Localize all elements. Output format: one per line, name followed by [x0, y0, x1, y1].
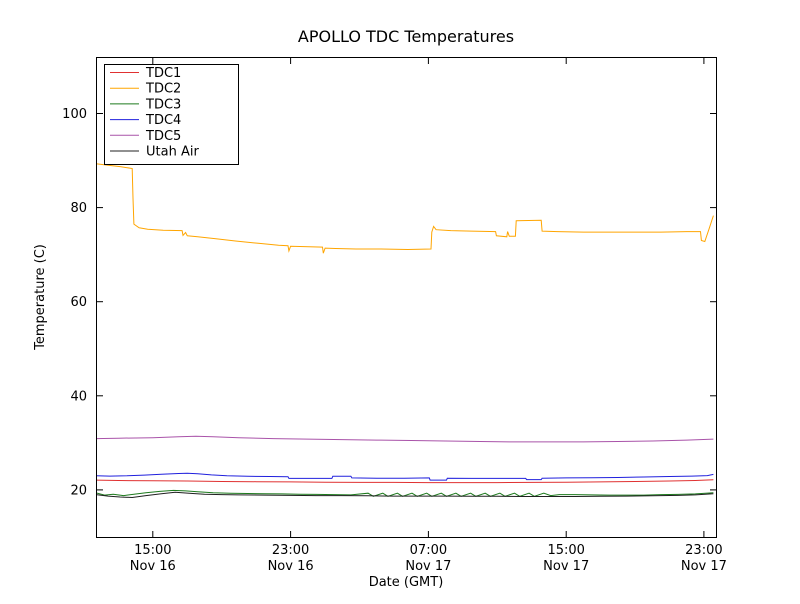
x-tick-label-date: Nov 16 — [130, 559, 176, 574]
y-axis-label: Temperature (C) — [33, 244, 48, 351]
legend-label-tdc5: TDC5 — [145, 129, 181, 144]
x-tick-label-time: 23:00 — [685, 543, 722, 558]
legend-label-utah-air: Utah Air — [146, 145, 199, 160]
legend-box — [104, 64, 239, 165]
x-tick-label-date: Nov 17 — [543, 559, 589, 574]
legend-label-tdc2: TDC2 — [145, 82, 181, 97]
y-tick-label: 80 — [70, 201, 87, 216]
y-tick-label: 100 — [62, 107, 87, 122]
series-line-tdc3 — [96, 489, 714, 497]
series-line-tdc1 — [96, 479, 714, 484]
series-group — [96, 163, 714, 499]
x-axis-label: Date (GMT) — [369, 575, 444, 590]
x-tick-label-date: Nov 17 — [681, 559, 727, 574]
legend-label-tdc4: TDC4 — [145, 113, 181, 128]
x-tick-label-date: Nov 16 — [268, 559, 314, 574]
x-tick-label-date: Nov 17 — [405, 559, 451, 574]
x-tick-label-time: 15:00 — [134, 543, 171, 558]
series-line-tdc4 — [96, 472, 714, 481]
series-line-tdc5 — [96, 435, 714, 443]
series-line-tdc2 — [96, 163, 714, 254]
legend-label-tdc1: TDC1 — [145, 66, 181, 81]
x-tick-label-time: 07:00 — [410, 543, 447, 558]
x-tick-label-time: 23:00 — [272, 543, 309, 558]
x-tick-label-time: 15:00 — [547, 543, 584, 558]
legend-label-tdc3: TDC3 — [145, 97, 181, 112]
series-line-utah-air — [96, 491, 714, 499]
y-tick-label: 40 — [70, 389, 87, 404]
y-tick-label: 20 — [70, 483, 87, 498]
y-tick-label: 60 — [70, 295, 87, 310]
chart-title: APOLLO TDC Temperatures — [298, 27, 514, 46]
plot-frame — [96, 57, 717, 538]
